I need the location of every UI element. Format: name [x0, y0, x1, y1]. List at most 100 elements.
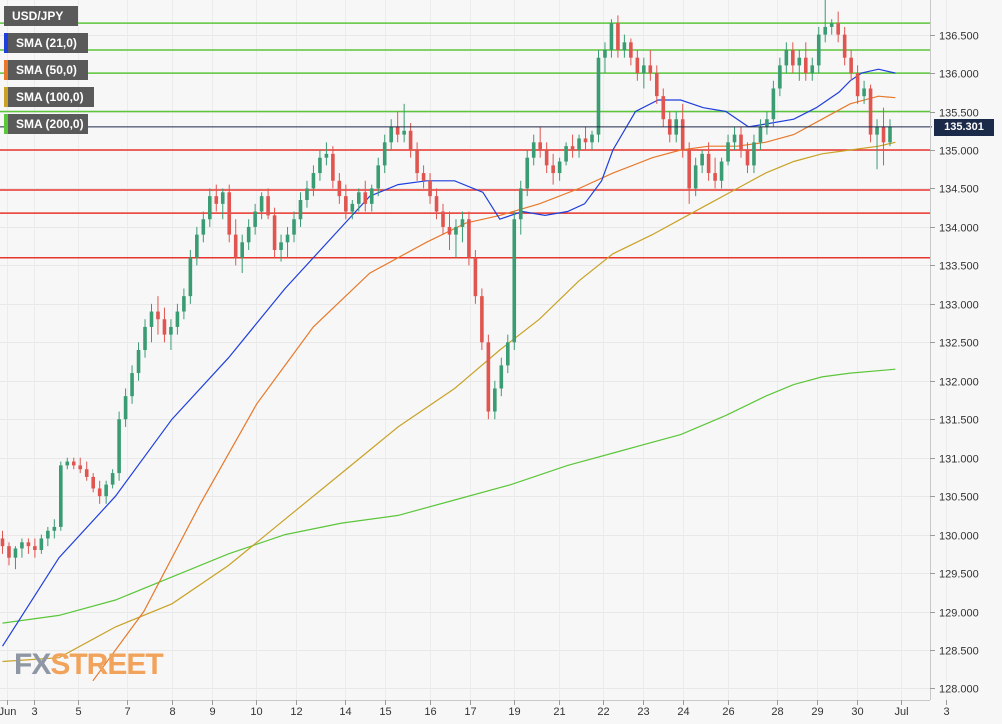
y-axis-ticks: 128.000 128.500 129.000 129.500 130.000 130.5… [930, 31, 979, 696]
candle-body [285, 234, 290, 243]
legend-swatch [4, 33, 8, 53]
candle-body [149, 311, 154, 327]
candle [169, 319, 173, 350]
y-tick-label: 132.000 [939, 377, 979, 389]
candle-body [791, 50, 795, 66]
candle-body [544, 150, 549, 166]
legend-label: SMA (50,0) [16, 63, 77, 77]
candle-body [467, 219, 471, 258]
candle [441, 203, 445, 235]
candle-body [654, 73, 659, 97]
candle-body [201, 219, 206, 235]
candle [745, 142, 750, 174]
x-tick-label: 26 [722, 706, 734, 718]
candle [369, 184, 374, 212]
candle-body [616, 23, 620, 50]
candle [253, 203, 257, 235]
candle [803, 42, 808, 81]
candle [389, 119, 393, 150]
candle [609, 19, 614, 58]
candle [868, 84, 873, 143]
candle-body [758, 126, 763, 143]
candle-body [823, 26, 828, 35]
sma-line-1000 [2, 141, 896, 663]
candle [771, 80, 776, 127]
y-tick-label: 130.500 [939, 492, 979, 504]
candle [505, 334, 510, 374]
candle [642, 57, 646, 89]
candle-body [195, 234, 199, 258]
candle-body [331, 153, 335, 181]
candle [473, 250, 478, 304]
candle [0, 530, 5, 554]
candle-body [460, 219, 465, 227]
candle [182, 288, 186, 320]
candle [376, 157, 381, 197]
candle-body [363, 192, 368, 204]
y-tick-label: 136.500 [939, 31, 979, 43]
candle [117, 411, 121, 481]
candle-body [214, 196, 219, 204]
candle [408, 123, 413, 158]
candle-body [888, 126, 892, 143]
candle [143, 319, 147, 358]
candle-body [143, 326, 147, 350]
candle-body [473, 257, 478, 297]
candle [26, 538, 31, 554]
candle [570, 134, 575, 158]
candle [752, 134, 756, 174]
candle-body [531, 142, 536, 158]
candle-body [272, 215, 277, 250]
y-tick-label: 131.500 [939, 415, 979, 427]
candle [175, 303, 180, 335]
candle [382, 134, 387, 174]
candle [78, 457, 83, 474]
candle [402, 103, 406, 143]
candle [71, 457, 76, 470]
x-tick-label: 24 [677, 706, 689, 718]
candle [104, 480, 108, 504]
candle [415, 142, 419, 181]
candle-body [305, 188, 309, 200]
y-tick-label: 129.000 [939, 608, 979, 620]
candle [661, 88, 666, 127]
candle [246, 219, 251, 250]
candle-body [661, 96, 666, 120]
legend-item: SMA (100,0) [4, 87, 94, 107]
candle [836, 11, 840, 43]
y-tick-label: 135.000 [939, 146, 979, 158]
candle-body [84, 469, 89, 477]
candle [130, 365, 134, 404]
candle-body [169, 326, 173, 335]
candle [862, 80, 866, 104]
x-tick-label: 16 [424, 706, 436, 718]
y-tick-label: 135.500 [939, 108, 979, 120]
candle [39, 534, 44, 554]
candle-body [369, 188, 374, 204]
x-tick-label: 17 [464, 706, 476, 718]
candle-body [246, 226, 251, 243]
candle [460, 211, 465, 243]
candle [298, 192, 303, 227]
candle [7, 542, 11, 566]
candle [156, 296, 160, 335]
y-tick-label: 128.000 [939, 684, 979, 696]
candle-body [732, 134, 737, 143]
candle-body [434, 196, 439, 212]
candle [726, 134, 730, 166]
candle [739, 126, 743, 158]
candle-body [499, 365, 504, 389]
candle-body [39, 538, 44, 550]
candle [823, 0, 828, 43]
candle [512, 211, 517, 350]
candle-body [52, 526, 57, 531]
candle-body [78, 465, 83, 470]
candle [518, 180, 523, 235]
candle-body [175, 311, 180, 327]
candle [356, 188, 361, 212]
candle-body [590, 134, 594, 143]
candle-body [428, 180, 432, 197]
candle-body [259, 196, 264, 212]
candle [622, 34, 627, 58]
